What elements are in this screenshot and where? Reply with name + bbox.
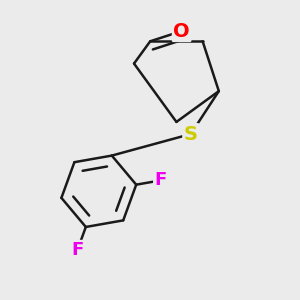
Text: O: O [173, 22, 190, 40]
Text: S: S [184, 124, 198, 144]
Text: F: F [71, 241, 83, 259]
Text: F: F [154, 171, 167, 189]
